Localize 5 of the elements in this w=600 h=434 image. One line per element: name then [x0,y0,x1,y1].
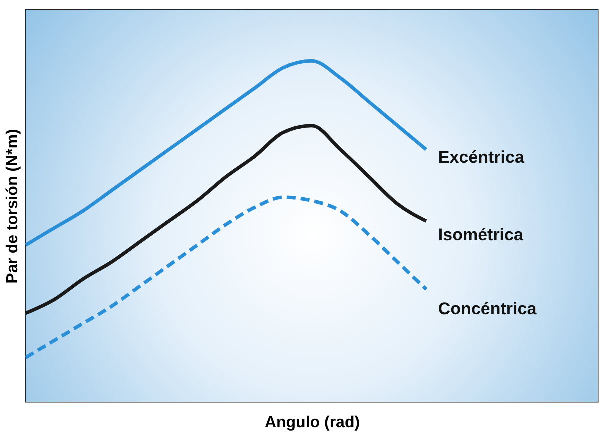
series-label: Concéntrica [438,300,538,319]
series-label: Excéntrica [438,148,525,167]
y-axis-title: Par de torsión (N*m) [4,129,22,284]
series-label: Isométrica [438,225,524,244]
x-axis-title: Angulo (rad) [264,414,360,432]
